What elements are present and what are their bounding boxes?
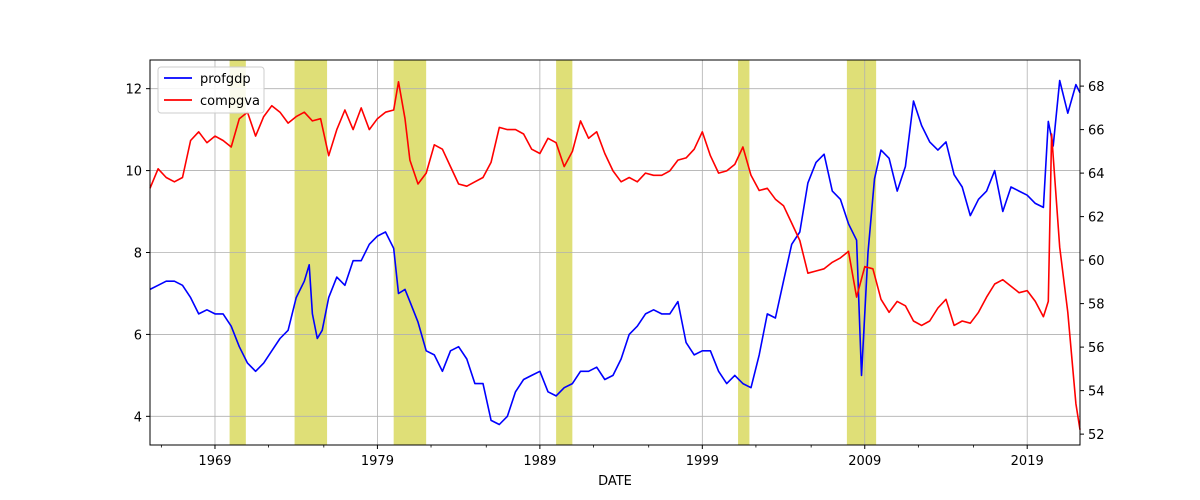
x-axis: 1969 1979 1989 1999 2009 2019 — [160, 445, 1044, 469]
x-axis-label: DATE — [598, 474, 632, 489]
series-lines — [149, 79, 1081, 430]
x-tick-label: 2009 — [848, 454, 881, 469]
right-tick-label: 64 — [1088, 167, 1105, 182]
grid-lines — [150, 60, 1080, 445]
right-tick-label: 58 — [1088, 298, 1105, 313]
right-tick-label: 66 — [1088, 124, 1105, 139]
left-tick-label: 10 — [125, 165, 142, 180]
left-tick-label: 8 — [134, 247, 142, 262]
right-axis: 52 54 56 58 60 62 64 66 68 — [1080, 80, 1105, 443]
series-line-profgdp — [149, 79, 1081, 426]
right-tick-label: 68 — [1088, 80, 1105, 95]
series-line-compgva — [149, 81, 1081, 430]
left-axis: 4 6 8 10 12 — [125, 83, 150, 425]
right-tick-label: 60 — [1088, 254, 1105, 269]
right-tick-label: 62 — [1088, 211, 1105, 226]
left-tick-label: 4 — [134, 410, 142, 425]
legend-label-compgva: compgva — [200, 94, 260, 109]
legend-label-profgdp: profgdp — [200, 72, 251, 87]
x-tick-label: 1979 — [361, 454, 394, 469]
x-tick-label: 1989 — [523, 454, 556, 469]
right-tick-label: 54 — [1088, 385, 1105, 400]
x-tick-label: 1969 — [198, 454, 231, 469]
right-tick-label: 52 — [1088, 428, 1105, 443]
left-tick-label: 6 — [134, 328, 142, 343]
left-tick-label: 12 — [125, 83, 142, 98]
x-tick-label: 1999 — [686, 454, 719, 469]
legend: profgdp compgva — [157, 66, 265, 114]
right-tick-label: 56 — [1088, 341, 1105, 356]
x-tick-label: 2019 — [1011, 454, 1044, 469]
